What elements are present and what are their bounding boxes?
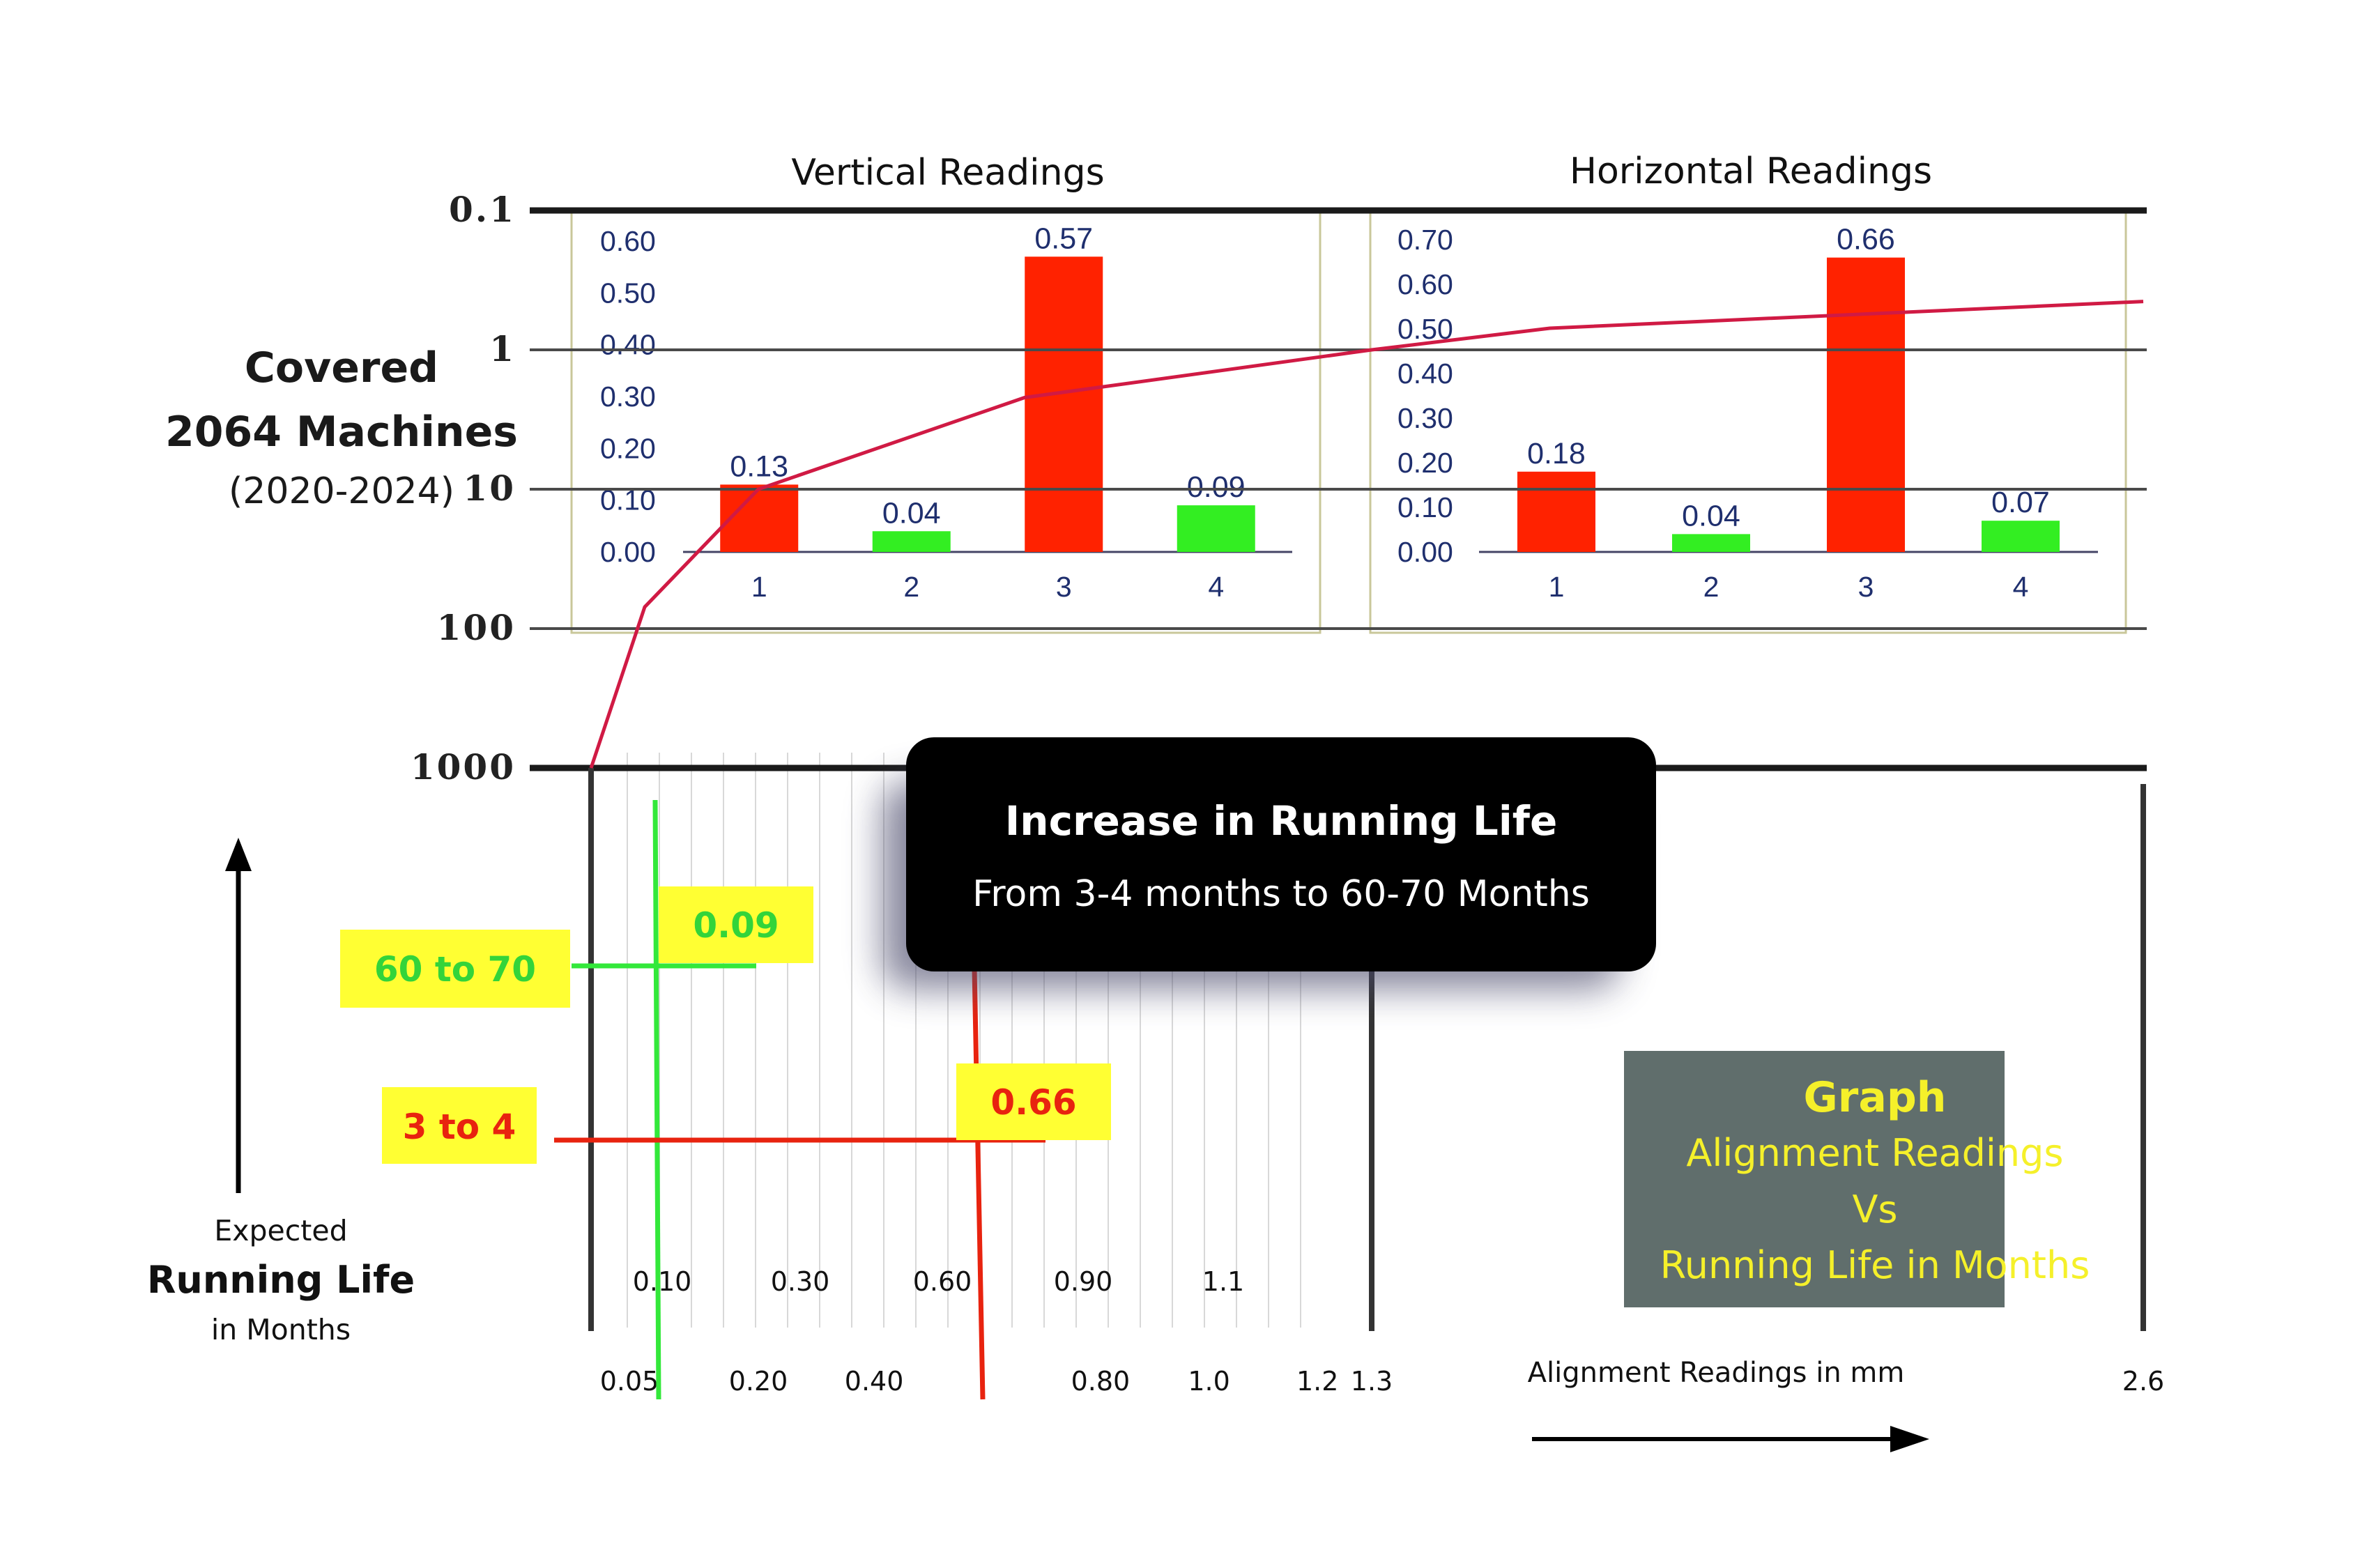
- vertical-chart-plot: 0.000.100.200.300.400.500.600.1310.0420.…: [600, 222, 1292, 603]
- legend-line-vs: Vs: [1852, 1187, 1897, 1231]
- red-x-value: 0.66: [990, 1082, 1076, 1123]
- legend-title: Graph: [1804, 1073, 1947, 1122]
- green-x-value-box: [659, 886, 813, 963]
- x-axis-label: Alignment Readings in mm: [1528, 1357, 1905, 1389]
- x-tick-label: 3: [1056, 571, 1072, 603]
- x-tick-lower: 1.0: [1188, 1366, 1230, 1397]
- running-life-curve: [589, 300, 2144, 769]
- y-tick-label: 0.50: [600, 277, 656, 309]
- log-y-tick-label: 0.1: [449, 189, 516, 230]
- bar-value-label: 0.57: [1034, 222, 1093, 255]
- x-tick-label: 2: [1703, 571, 1719, 603]
- vertical-readings-chart: Vertical Readings 0.000.100.200.300.400.…: [570, 152, 1322, 634]
- graph-y-ticks: 1000 100 10 1 0.1: [411, 189, 516, 787]
- y-axis-label-bottom: in Months: [211, 1313, 351, 1346]
- coverage-years: (2020-2024): [229, 470, 454, 512]
- x-tick-lower: 1.2: [1296, 1366, 1338, 1397]
- bar-2: [872, 531, 951, 552]
- bar-value-label: 0.04: [882, 496, 941, 530]
- coverage-summary: Covered 2064 Machines (2020-2024): [165, 344, 518, 512]
- y-tick-label: 0.40: [600, 329, 656, 361]
- y-axis-label-top: Expected: [214, 1214, 347, 1247]
- y-tick-label: 0.10: [1397, 491, 1453, 523]
- log-y-tick-label: 100: [437, 607, 516, 648]
- bar-4: [1982, 521, 2060, 552]
- running-life-graph: 1000 100 10 1 0.1 0.05 0.20 0.40 0.80 1.0 1.2 1.3 2…: [147, 189, 2164, 1452]
- bar-2: [1672, 534, 1750, 552]
- x-tick-upper: 0.10: [633, 1266, 692, 1297]
- graph-legend-box: [1624, 1051, 2005, 1307]
- x-tick-lower: 2.6: [2122, 1366, 2164, 1397]
- bar-3: [1025, 256, 1103, 552]
- bar-4: [1177, 505, 1255, 552]
- log-y-tick-label: 10: [463, 468, 516, 509]
- x-tick-label: 2: [903, 571, 919, 603]
- horizontal-chart-title: Horizontal Readings: [1570, 151, 1932, 192]
- x-tick-label: 3: [1858, 571, 1874, 603]
- x-tick-label: 1: [1549, 571, 1565, 603]
- legend-line-alignment: Alignment Readings: [1686, 1131, 2063, 1175]
- graph-major-grid: [530, 207, 2147, 1331]
- red-y-value: 3 to 4: [403, 1107, 516, 1147]
- red-x-value-box: [956, 1063, 1111, 1140]
- banner-box: [906, 737, 1656, 971]
- bar-value-label: 0.04: [1682, 499, 1740, 532]
- bar-value-label: 0.13: [730, 449, 788, 483]
- y-tick-label: 0.60: [1397, 268, 1453, 300]
- y-tick-label: 0.00: [600, 536, 656, 568]
- x-axis-arrow-icon: [1890, 1426, 1929, 1452]
- horizontal-chart-frame: [1369, 210, 2127, 634]
- log-y-tick-label: 1000: [411, 746, 516, 787]
- banner-title: Increase in Running Life: [1005, 797, 1558, 845]
- graph-x-ticks: 0.05 0.20 0.40 0.80 1.0 1.2 1.3 2.6 0.10 0.30 0.60…: [600, 1266, 2165, 1397]
- x-tick-lower: 0.20: [729, 1366, 788, 1397]
- vertical-chart-title: Vertical Readings: [791, 152, 1104, 194]
- y-tick-label: 0.60: [600, 225, 656, 257]
- x-tick-upper: 0.90: [1054, 1266, 1113, 1297]
- bar-value-label: 0.07: [1991, 486, 2050, 519]
- y-axis-arrow-icon: [225, 838, 252, 871]
- banner-subtitle: From 3-4 months to 60-70 Months: [972, 873, 1590, 915]
- x-tick-lower: 0.40: [845, 1366, 904, 1397]
- x-tick-lower: 0.80: [1071, 1366, 1131, 1397]
- x-tick-lower: 0.05: [600, 1366, 659, 1397]
- x-tick-lower: 1.3: [1351, 1366, 1393, 1397]
- red-y-value-box: [382, 1087, 537, 1164]
- x-tick-upper: 1.1: [1202, 1266, 1244, 1297]
- green-x-value: 0.09: [693, 905, 779, 946]
- green-y-value: 60 to 70: [374, 949, 536, 990]
- bar-1: [1517, 471, 1595, 552]
- green-y-value-box: [340, 930, 570, 1008]
- y-tick-label: 0.20: [600, 432, 656, 464]
- x-tick-upper: 0.60: [913, 1266, 972, 1297]
- coverage-title: Covered: [245, 344, 438, 392]
- y-tick-label: 0.30: [1397, 402, 1453, 434]
- y-axis-label-main: Running Life: [147, 1258, 415, 1302]
- bar-1: [720, 484, 799, 552]
- y-tick-label: 0.20: [1397, 447, 1453, 479]
- horizontal-readings-chart: Horizontal Readings 0.00 0.10 0.20 0.30 0.40…: [1369, 151, 2127, 634]
- y-tick-label: 0.00: [1397, 536, 1453, 568]
- x-tick-upper: 0.30: [771, 1266, 830, 1297]
- bar-value-label: 0.18: [1527, 437, 1586, 470]
- y-tick-label: 0.70: [1397, 224, 1453, 256]
- x-tick-label: 1: [751, 571, 767, 603]
- legend-line-running-life: Running Life in Months: [1660, 1243, 2090, 1287]
- x-tick-label: 4: [2013, 571, 2029, 603]
- y-tick-label: 0.40: [1397, 358, 1453, 390]
- x-tick-label: 4: [1208, 571, 1224, 603]
- green-vertical-indicator: [652, 799, 661, 1400]
- red-vertical-indicator: [972, 968, 986, 1400]
- coverage-count: 2064 Machines: [165, 408, 518, 456]
- log-y-tick-label: 1: [489, 328, 516, 369]
- horizontal-chart-plot: 0.000.100.200.300.400.500.600.700.1810.0…: [1397, 223, 2098, 603]
- bar-value-label: 0.66: [1837, 223, 1895, 256]
- bar-3: [1827, 257, 1905, 552]
- vertical-chart-frame: [570, 210, 1322, 634]
- y-tick-label: 0.30: [600, 381, 656, 413]
- bar-value-label: 0.09: [1187, 470, 1246, 504]
